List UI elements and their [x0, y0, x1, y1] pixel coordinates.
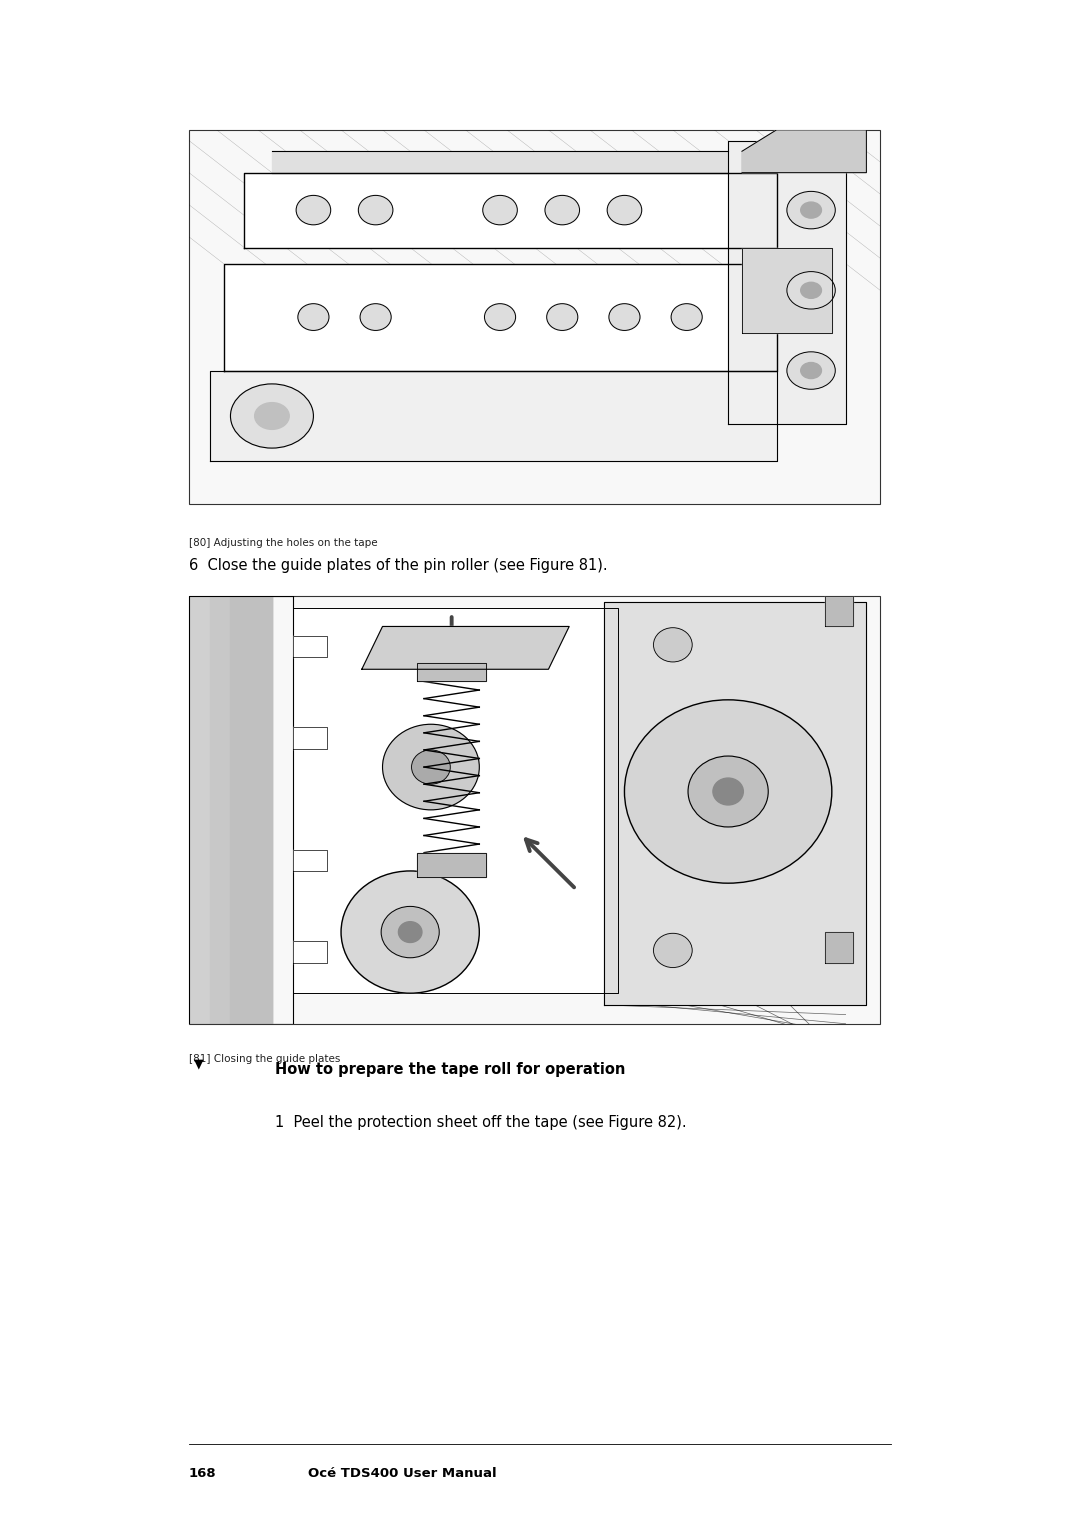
Ellipse shape	[298, 304, 329, 330]
Circle shape	[230, 384, 313, 448]
Text: ▼: ▼	[194, 1057, 204, 1071]
Polygon shape	[604, 602, 866, 1005]
Circle shape	[800, 362, 822, 379]
Polygon shape	[728, 141, 846, 423]
Circle shape	[399, 921, 422, 943]
Polygon shape	[293, 941, 327, 963]
Text: 168: 168	[189, 1467, 217, 1481]
Circle shape	[411, 750, 450, 784]
Polygon shape	[230, 596, 272, 1024]
Text: [81] Closing the guide plates: [81] Closing the guide plates	[189, 1054, 340, 1065]
Ellipse shape	[360, 304, 391, 330]
Polygon shape	[417, 853, 486, 877]
Polygon shape	[293, 727, 327, 749]
Text: [80] Adjusting the holes on the tape: [80] Adjusting the holes on the tape	[189, 538, 378, 549]
Text: 6  Close the guide plates of the pin roller (see Figure 81).: 6 Close the guide plates of the pin roll…	[189, 558, 608, 573]
Polygon shape	[417, 663, 486, 681]
Ellipse shape	[483, 196, 517, 225]
Polygon shape	[293, 608, 618, 993]
Polygon shape	[825, 932, 852, 963]
Polygon shape	[293, 850, 327, 871]
Ellipse shape	[609, 304, 640, 330]
Text: Océ TDS400 User Manual: Océ TDS400 User Manual	[308, 1467, 497, 1481]
Text: How to prepare the tape roll for operation: How to prepare the tape roll for operati…	[275, 1062, 625, 1077]
Polygon shape	[293, 636, 327, 657]
Circle shape	[255, 402, 289, 429]
FancyBboxPatch shape	[189, 596, 880, 1024]
Polygon shape	[189, 596, 272, 1024]
Ellipse shape	[296, 196, 330, 225]
Ellipse shape	[485, 304, 515, 330]
Circle shape	[624, 700, 832, 883]
Ellipse shape	[359, 196, 393, 225]
Circle shape	[653, 628, 692, 662]
Text: 1  Peel the protection sheet off the tape (see Figure 82).: 1 Peel the protection sheet off the tape…	[275, 1115, 687, 1131]
Ellipse shape	[546, 304, 578, 330]
Polygon shape	[742, 248, 832, 333]
Polygon shape	[825, 596, 852, 626]
Circle shape	[653, 934, 692, 967]
Ellipse shape	[607, 196, 642, 225]
Polygon shape	[210, 596, 272, 1024]
Ellipse shape	[545, 196, 580, 225]
Polygon shape	[362, 626, 569, 669]
Circle shape	[381, 906, 440, 958]
Polygon shape	[742, 130, 866, 173]
Circle shape	[787, 191, 835, 229]
Circle shape	[800, 202, 822, 219]
Circle shape	[688, 756, 768, 827]
Ellipse shape	[671, 304, 702, 330]
Circle shape	[382, 724, 480, 810]
Circle shape	[713, 778, 743, 805]
Circle shape	[800, 283, 822, 298]
Circle shape	[787, 272, 835, 309]
Circle shape	[341, 871, 480, 993]
FancyBboxPatch shape	[189, 130, 880, 504]
Circle shape	[787, 351, 835, 390]
